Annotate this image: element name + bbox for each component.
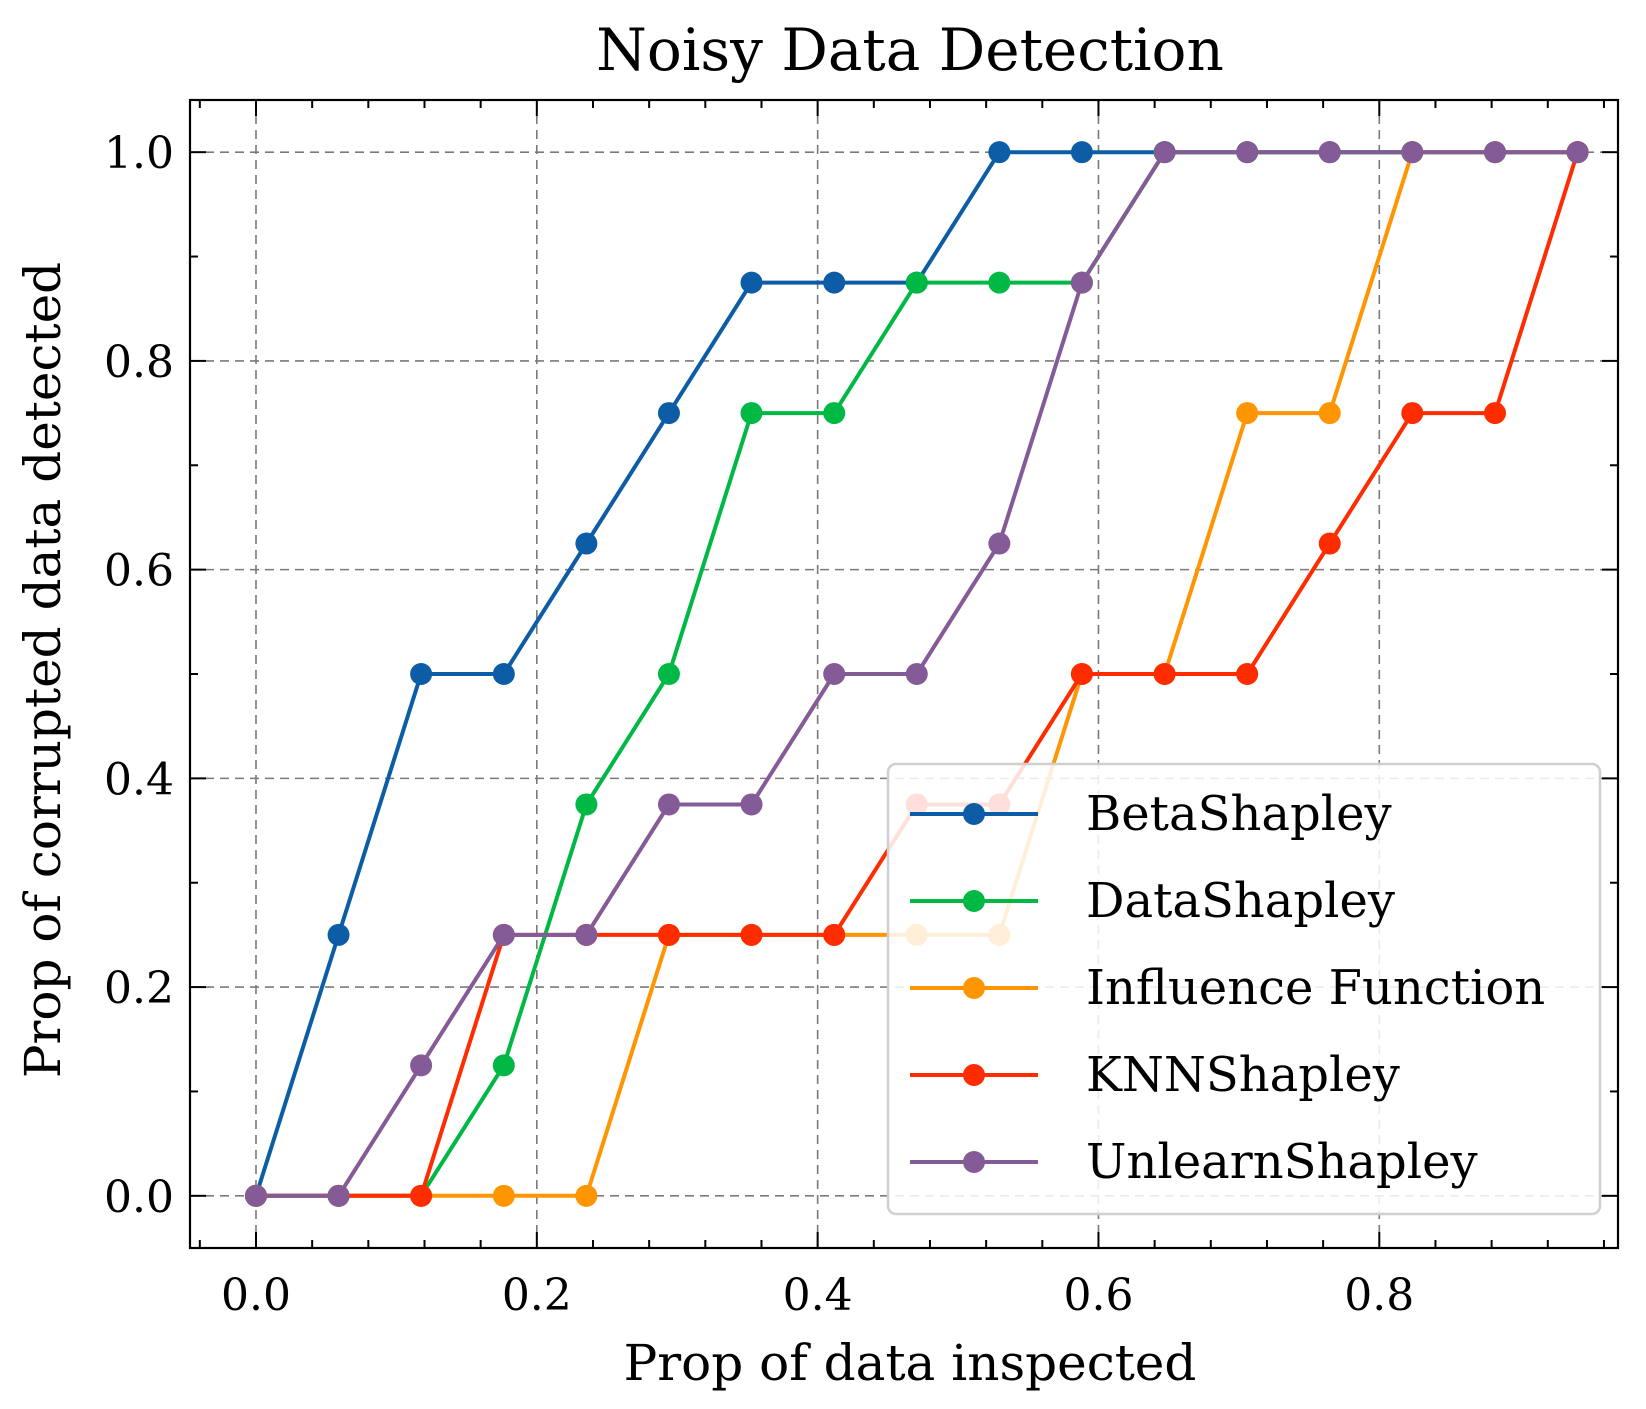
- data-point-datashapley: [988, 271, 1011, 294]
- data-point-betashapley: [410, 663, 433, 685]
- chart-title: Noisy Data Detection: [596, 16, 1224, 84]
- data-point-datashapley: [740, 402, 763, 425]
- legend-entry-datashapley: DataShapley: [910, 873, 1395, 929]
- data-point-unlearnshapley: [1318, 141, 1341, 164]
- legend-label: KNNShapley: [1086, 1047, 1400, 1103]
- data-point-unlearnshapley: [823, 663, 846, 685]
- data-point-knnshapley: [1236, 663, 1259, 685]
- data-point-betashapley: [740, 271, 763, 294]
- data-point-influence-function: [1236, 402, 1259, 425]
- legend-entry-unlearnshapley: UnlearnShapley: [910, 1134, 1478, 1190]
- legend-marker: [963, 977, 985, 999]
- data-point-datashapley: [575, 793, 598, 816]
- data-point-knnshapley: [1483, 402, 1506, 425]
- data-point-datashapley: [657, 663, 680, 685]
- data-point-betashapley: [657, 402, 680, 425]
- legend-box: [886, 762, 1602, 1216]
- data-point-betashapley: [823, 271, 846, 294]
- legend: BetaShapley DataShapley Influence Function…: [886, 762, 1602, 1216]
- data-point-unlearnshapley: [1566, 141, 1589, 164]
- data-point-unlearnshapley: [1153, 141, 1176, 164]
- x-axis-label: Prop of data inspected: [624, 1334, 1197, 1392]
- data-point-betashapley: [492, 663, 515, 685]
- data-point-unlearnshapley: [410, 1054, 433, 1077]
- data-point-unlearnshapley: [905, 663, 928, 685]
- data-point-knnshapley: [823, 923, 846, 946]
- data-point-datashapley: [823, 402, 846, 425]
- data-point-unlearnshapley: [1401, 141, 1424, 164]
- data-point-knnshapley: [657, 923, 680, 946]
- data-point-betashapley: [988, 141, 1011, 164]
- legend-marker: [963, 803, 985, 825]
- data-point-knnshapley: [1153, 663, 1176, 685]
- y-tick-label: 0.0: [104, 1172, 174, 1223]
- data-point-knnshapley: [1401, 402, 1424, 425]
- legend-marker: [963, 1064, 985, 1086]
- data-point-datashapley: [905, 271, 928, 294]
- legend-marker: [963, 1151, 985, 1173]
- x-tick-label: 0.0: [221, 1270, 291, 1321]
- data-point-datashapley: [492, 1054, 515, 1077]
- data-point-unlearnshapley: [575, 923, 598, 946]
- x-tick-label: 0.8: [1344, 1270, 1414, 1321]
- data-point-knnshapley: [1070, 663, 1093, 685]
- legend-label: UnlearnShapley: [1086, 1134, 1478, 1190]
- ticks: 0.0 0.2 0.4 0.6 0.8 0.0 0.2 0.4 0.6 0.8 1.0: [104, 100, 1618, 1321]
- data-point-unlearnshapley: [740, 793, 763, 816]
- legend-label: BetaShapley: [1086, 786, 1392, 842]
- legend-marker: [963, 890, 985, 912]
- y-tick-label: 0.6: [104, 546, 174, 597]
- data-point-betashapley: [575, 532, 598, 555]
- data-point-betashapley: [327, 923, 350, 946]
- series-unlearnshapley: [244, 141, 1589, 1207]
- y-tick-label: 0.2: [104, 963, 174, 1014]
- data-point-unlearnshapley: [1236, 141, 1259, 164]
- data-point-unlearnshapley: [327, 1184, 350, 1207]
- data-point-unlearnshapley: [988, 532, 1011, 555]
- data-point-unlearnshapley: [1070, 271, 1093, 294]
- x-tick-label: 0.4: [783, 1270, 853, 1321]
- data-point-influence-function: [575, 1184, 598, 1207]
- legend-entry-influence-function: Influence Function: [910, 960, 1545, 1016]
- series-layer: [244, 141, 1589, 1207]
- y-axis-label: Prop of corrupted data detected: [14, 262, 72, 1078]
- data-point-knnshapley: [1318, 532, 1341, 555]
- data-point-betashapley: [1070, 141, 1093, 164]
- x-tick-label: 0.6: [1063, 1270, 1133, 1321]
- legend-label: Influence Function: [1086, 960, 1545, 1016]
- y-tick-label: 1.0: [104, 128, 174, 179]
- data-point-unlearnshapley: [244, 1184, 267, 1207]
- x-tick-label: 0.2: [502, 1270, 572, 1321]
- legend-entry-knnshapley: KNNShapley: [910, 1047, 1400, 1103]
- legend-entry-betashapley: BetaShapley: [910, 786, 1392, 842]
- legend-label: DataShapley: [1086, 873, 1395, 929]
- data-point-influence-function: [492, 1184, 515, 1207]
- y-tick-label: 0.4: [104, 754, 174, 805]
- data-point-knnshapley: [410, 1184, 433, 1207]
- y-tick-label: 0.8: [104, 337, 174, 388]
- data-point-unlearnshapley: [492, 923, 515, 946]
- data-point-unlearnshapley: [1483, 141, 1506, 164]
- data-point-influence-function: [1318, 402, 1341, 425]
- data-point-knnshapley: [740, 923, 763, 946]
- data-point-unlearnshapley: [657, 793, 680, 816]
